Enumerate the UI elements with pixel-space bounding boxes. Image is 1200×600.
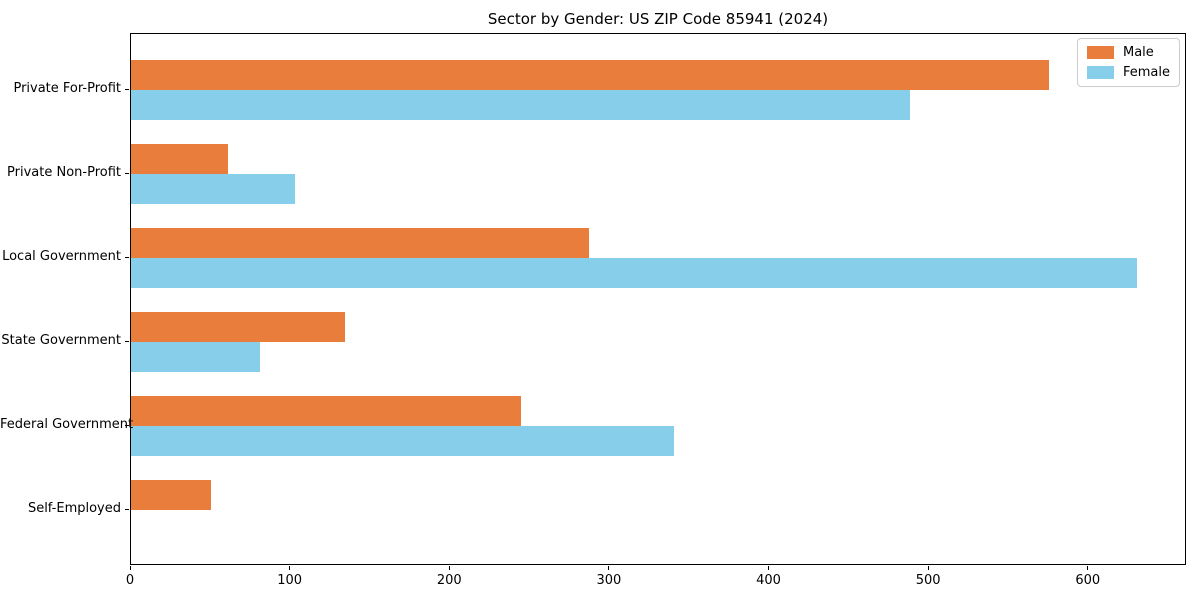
legend-label-female: Female — [1122, 65, 1170, 80]
y-tick-mark — [125, 425, 129, 426]
legend-item-male: Male — [1086, 45, 1170, 60]
bar-male-3 — [131, 228, 590, 258]
legend-label-male: Male — [1122, 45, 1154, 60]
bar-male-5 — [131, 396, 521, 426]
x-tick-label: 300 — [596, 573, 622, 588]
x-tick-mark — [1087, 566, 1089, 570]
male-series-swatch — [1086, 46, 1114, 59]
x-tick-label: 600 — [1075, 573, 1101, 588]
bar-male-2 — [131, 144, 229, 174]
x-tick-mark — [129, 566, 131, 570]
female-series-swatch — [1086, 66, 1114, 79]
y-tick-label: Local Government — [2, 249, 121, 264]
y-tick-mark — [125, 89, 129, 90]
y-tick-label: Private For-Profit — [13, 81, 121, 96]
bar-female-1 — [131, 90, 911, 120]
bar-female-2 — [131, 174, 296, 204]
legend: Male Female — [1076, 38, 1180, 87]
x-tick-label: 200 — [436, 573, 462, 588]
y-tick-mark — [125, 257, 129, 258]
x-tick-label: 500 — [915, 573, 941, 588]
x-tick-mark — [448, 566, 450, 570]
bars-layer — [131, 34, 1185, 564]
bar-male-1 — [131, 60, 1049, 90]
bar-female-5 — [131, 426, 674, 456]
bar-male-4 — [131, 312, 345, 342]
plot-area: Male Female — [130, 33, 1186, 565]
y-tick-label: Self-Employed — [27, 501, 121, 516]
bar-male-6 — [131, 480, 211, 510]
x-tick-label: 100 — [277, 573, 303, 588]
y-tick-label: State Government — [1, 333, 121, 348]
x-tick-mark — [927, 566, 929, 570]
y-tick-mark — [125, 509, 129, 510]
x-tick-mark — [608, 566, 610, 570]
y-tick-mark — [125, 173, 129, 174]
bar-female-4 — [131, 342, 261, 372]
y-tick-label: Federal Government — [0, 417, 134, 432]
x-tick-mark — [768, 566, 770, 570]
x-tick-label: 0 — [125, 573, 135, 588]
x-tick-label: 400 — [756, 573, 781, 588]
y-tick-label: Private Non-Profit — [7, 165, 121, 180]
chart-title: Sector by Gender: US ZIP Code 85941 (202… — [487, 10, 829, 28]
x-tick-mark — [289, 566, 291, 570]
legend-item-female: Female — [1086, 65, 1170, 80]
bar-female-3 — [131, 258, 1137, 288]
y-tick-mark — [125, 341, 129, 342]
